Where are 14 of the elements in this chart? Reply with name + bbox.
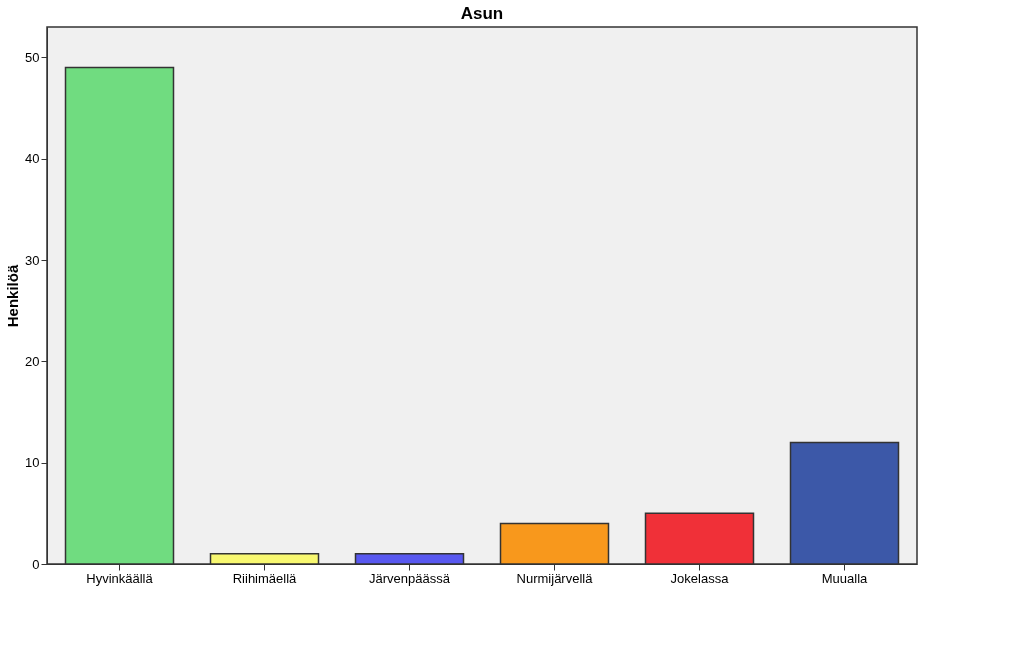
y-tick-label: 20 xyxy=(25,353,40,369)
y-tick-label: 50 xyxy=(25,49,40,65)
x-tick-label: Muualla xyxy=(821,570,869,586)
y-tick-label: 40 xyxy=(25,151,40,167)
y-tick-label: 30 xyxy=(25,252,40,268)
y-tick-label: 10 xyxy=(25,455,40,471)
x-tick-label: Nurmijärvellä xyxy=(516,570,594,586)
x-tick-label: Riihimäellä xyxy=(232,570,298,586)
y-tick-label: 0 xyxy=(32,556,40,572)
chart-title: Asun xyxy=(460,4,504,23)
x-tick-label: Järvenpäässä xyxy=(369,570,451,586)
x-tick-label: Hyvinkäällä xyxy=(86,570,154,586)
x-tick-label: Jokelassa xyxy=(670,570,730,586)
y-axis-title: Henkilöä xyxy=(4,264,22,328)
